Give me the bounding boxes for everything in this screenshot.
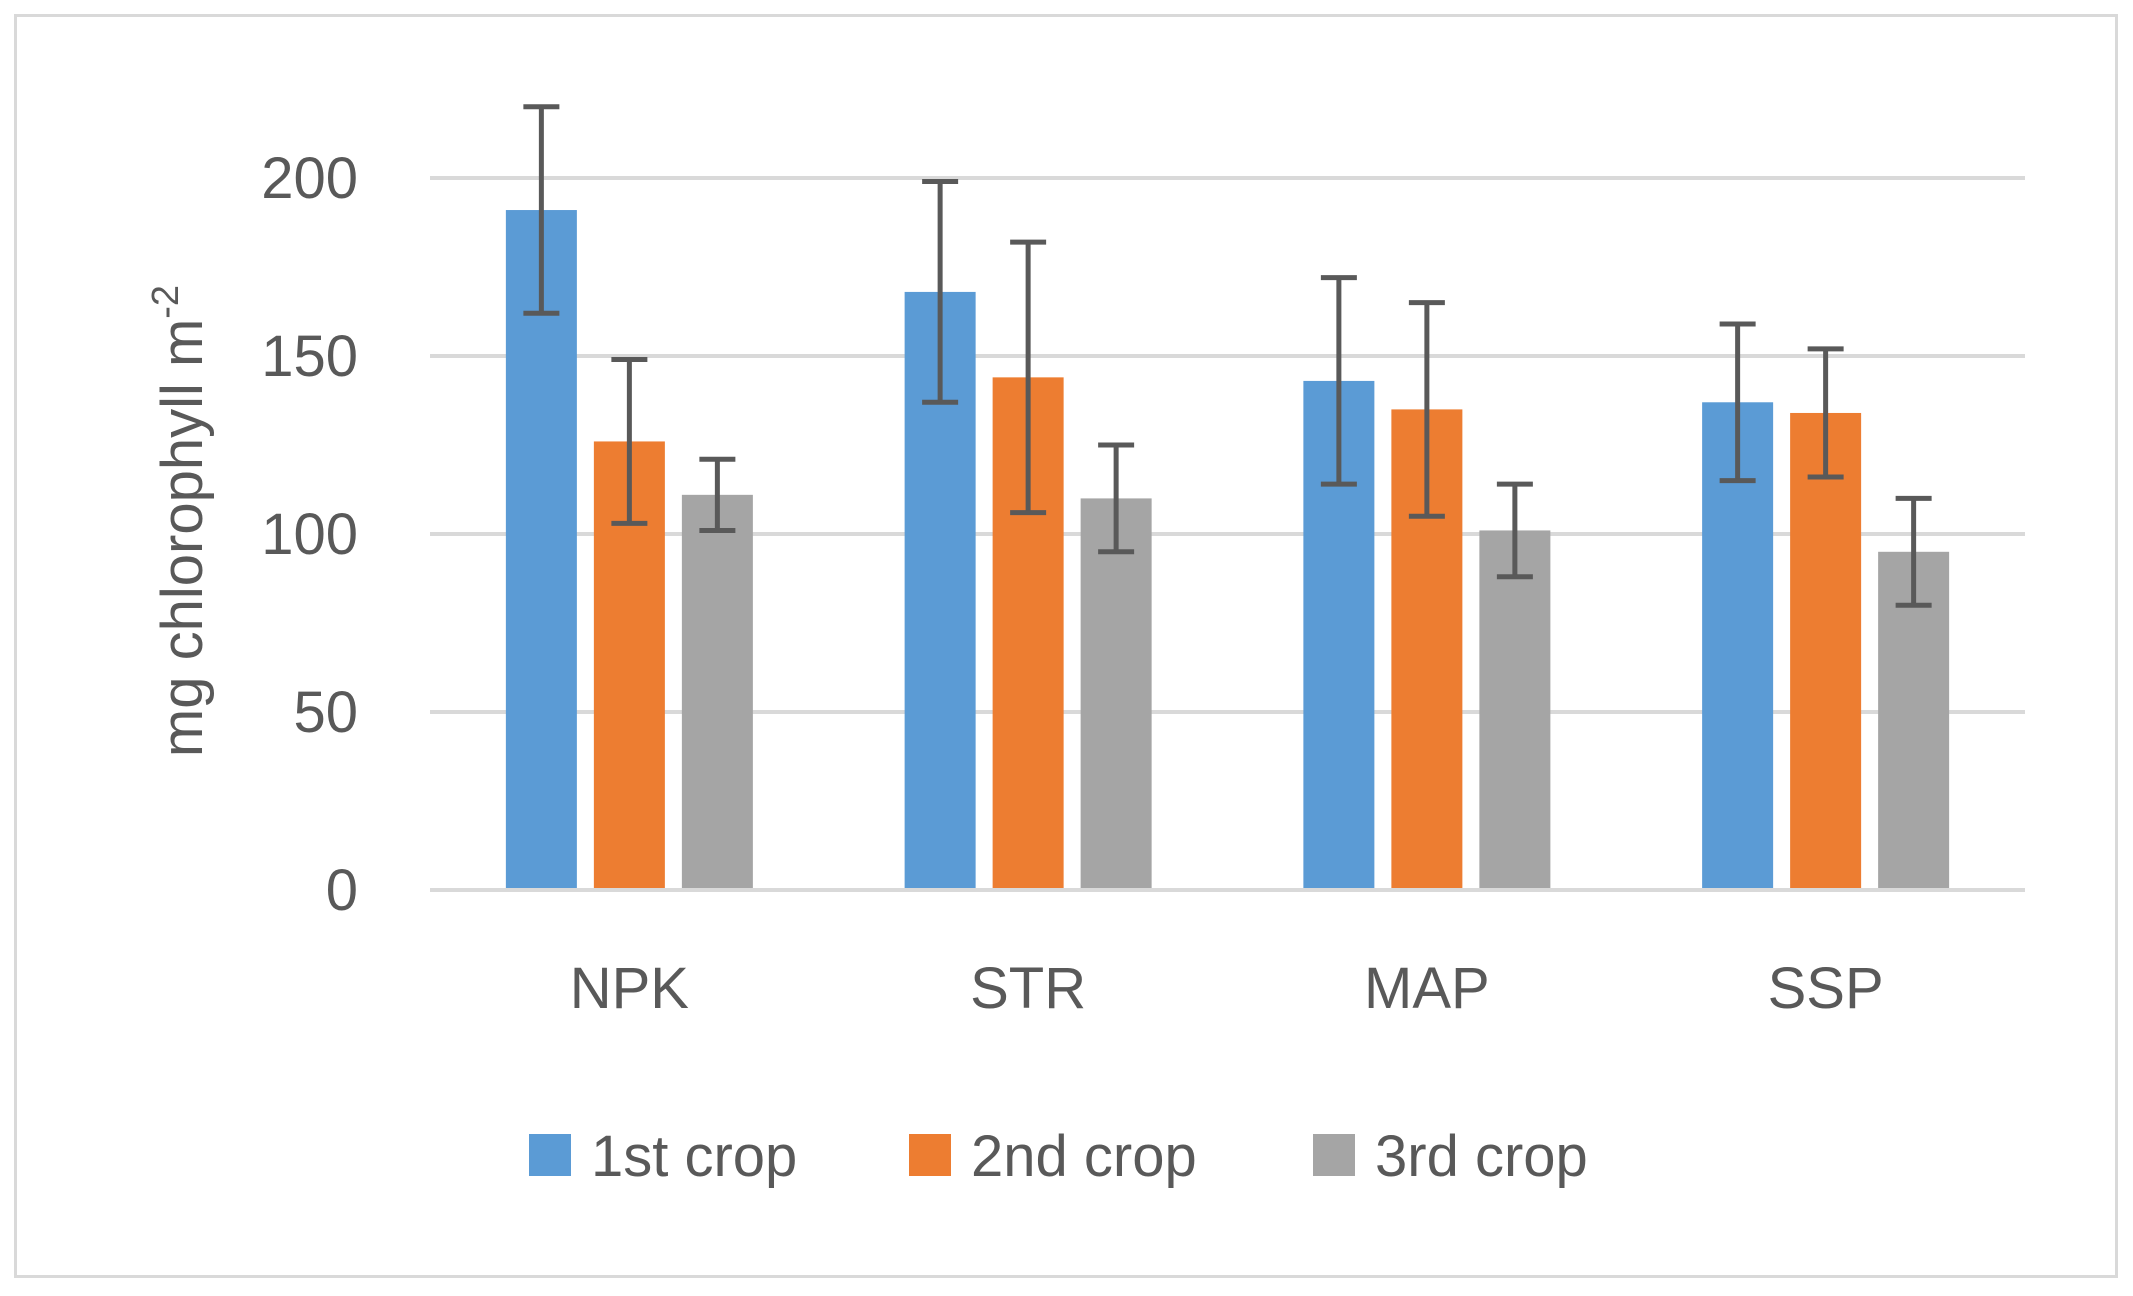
error-bar-ssp-1 bbox=[1719, 321, 1756, 484]
bar-str-3 bbox=[1080, 498, 1152, 890]
legend-item-2: 2nd crop bbox=[909, 1124, 1197, 1189]
error-bar-str-2 bbox=[1010, 239, 1047, 516]
x-axis-categories: NPK STR MAP SSP bbox=[570, 956, 1884, 1021]
legend-label: 3rd crop bbox=[1375, 1124, 1588, 1189]
legend-swatch bbox=[1313, 1134, 1355, 1176]
y-axis-title: mg chlorophyll m-2 bbox=[145, 285, 215, 757]
x-category-label: MAP bbox=[1364, 956, 1490, 1021]
x-category-label: STR bbox=[970, 956, 1086, 1021]
legend-swatch bbox=[529, 1134, 571, 1176]
bar-ssp-2 bbox=[1790, 412, 1862, 890]
legend-swatch bbox=[909, 1134, 951, 1176]
error-bar-npk-2 bbox=[611, 357, 648, 526]
x-category-label: SSP bbox=[1768, 956, 1884, 1021]
error-bars bbox=[430, 104, 2025, 892]
error-bar-map-1 bbox=[1320, 275, 1357, 487]
legend-item-3: 3rd crop bbox=[1313, 1124, 1588, 1189]
legend-label: 1st crop bbox=[591, 1124, 797, 1189]
legend: 1st crop 2nd crop 3rd crop bbox=[529, 1124, 1588, 1189]
y-tick-label: 200 bbox=[261, 146, 358, 211]
error-bar-str-3 bbox=[1098, 442, 1135, 555]
y-tick-label: 0 bbox=[326, 858, 358, 923]
error-bar-str-1 bbox=[922, 179, 959, 405]
error-bar-ssp-2 bbox=[1807, 346, 1844, 480]
y-tick-label: 100 bbox=[261, 502, 358, 567]
bar-npk-1 bbox=[505, 210, 577, 891]
bars bbox=[505, 210, 1950, 891]
error-bar-npk-1 bbox=[523, 104, 560, 316]
y-tick-label: 50 bbox=[293, 680, 358, 745]
y-axis-ticks: 0 50 100 150 200 bbox=[261, 146, 358, 923]
error-bar-ssp-3 bbox=[1895, 495, 1932, 608]
legend-item-1: 1st crop bbox=[529, 1124, 797, 1189]
y-tick-label: 150 bbox=[261, 324, 358, 389]
error-bar-map-2 bbox=[1408, 300, 1445, 519]
bar-npk-3 bbox=[681, 494, 753, 890]
bar-ssp-1 bbox=[1702, 402, 1774, 890]
bar-ssp-3 bbox=[1878, 551, 1950, 890]
legend-label: 2nd crop bbox=[971, 1124, 1197, 1189]
x-category-label: NPK bbox=[570, 956, 690, 1021]
bar-map-3 bbox=[1479, 530, 1551, 890]
error-bar-npk-3 bbox=[699, 456, 736, 533]
error-bar-map-3 bbox=[1496, 481, 1533, 580]
gridlines bbox=[430, 176, 2025, 892]
